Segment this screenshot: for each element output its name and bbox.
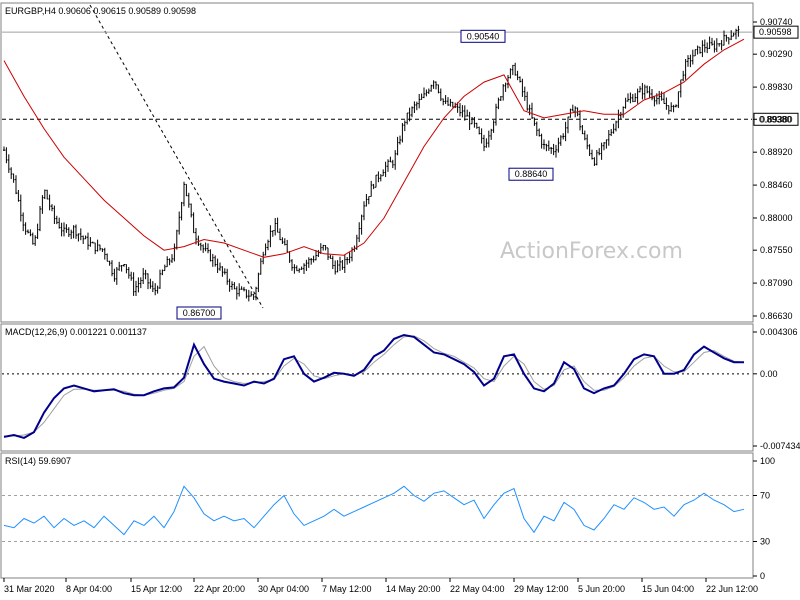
annotation-label: 0.88640 bbox=[515, 169, 548, 179]
hline-label: 0.89380 bbox=[759, 114, 792, 124]
annotation-label: 0.90540 bbox=[467, 31, 500, 41]
price-y-axis: 0.90740 0.90290 0.89830 0.89380 0.88920 0.884… bbox=[753, 17, 793, 321]
price-y-tick-label: 0.88920 bbox=[760, 147, 793, 157]
rsi-y-tick-label: 70 bbox=[760, 491, 770, 501]
rsi-label: RSI(14) 59.6907 bbox=[5, 456, 71, 466]
current-price-box bbox=[753, 25, 799, 39]
watermark: ActionForex.com bbox=[500, 239, 683, 264]
x-tick-label: 15 Apr 12:00 bbox=[131, 584, 182, 594]
x-tick-label: 22 May 04:00 bbox=[450, 584, 505, 594]
price-y-tick-label: 0.86630 bbox=[760, 311, 793, 321]
macd-signal-line bbox=[4, 335, 745, 437]
macd-y-axis: 0.004306 0.00 -0.007434 bbox=[753, 327, 800, 451]
rsi-level-lines bbox=[2, 495, 752, 542]
moving-average-line bbox=[3, 38, 745, 258]
price-y-tick-label: 0.87090 bbox=[760, 278, 793, 288]
price-y-tick-label: 0.89830 bbox=[760, 82, 793, 92]
price-y-tick-label: 0.88000 bbox=[760, 213, 793, 223]
annotation-box bbox=[176, 306, 222, 320]
price-y-tick-label: 0.87550 bbox=[760, 245, 793, 255]
annotation-label: 0.86700 bbox=[183, 308, 216, 318]
rsi-y-tick-label: 100 bbox=[760, 456, 775, 466]
x-tick-label: 29 May 12:00 bbox=[514, 584, 569, 594]
x-tick-label: 15 Jun 04:00 bbox=[642, 584, 694, 594]
price-y-tick-label: 0.88460 bbox=[760, 180, 793, 190]
x-tick-label: 22 Jun 12:00 bbox=[706, 584, 758, 594]
macd-main-line bbox=[3, 333, 744, 439]
x-tick-label: 22 Apr 20:00 bbox=[194, 584, 245, 594]
x-tick-label: 5 Jun 20:00 bbox=[578, 584, 625, 594]
price-bars bbox=[3, 25, 740, 302]
macd-label: MACD(12,26,9) 0.001221 0.001137 bbox=[5, 327, 147, 337]
macd-y-tick-label: 0.00 bbox=[760, 369, 778, 379]
current-price-label: 0.90598 bbox=[759, 27, 792, 37]
trend-line bbox=[89, 4, 264, 309]
price-header-label: EURGBP,H4 0.90606 0.90615 0.90589 0.9059… bbox=[5, 6, 196, 16]
x-axis: 31 Mar 2020 8 Apr 04:00 15 Apr 12:00 22 Apr… bbox=[3, 578, 758, 594]
rsi-y-axis: 100 70 30 0 bbox=[753, 456, 775, 581]
macd-y-tick-label: 0.004306 bbox=[760, 327, 798, 337]
annotation-box bbox=[460, 29, 506, 43]
macd-panel-frame bbox=[0, 323, 754, 452]
x-tick-label: 8 Apr 04:00 bbox=[66, 584, 112, 594]
x-tick-label: 7 May 12:00 bbox=[322, 584, 372, 594]
x-tick-label: 30 Apr 04:00 bbox=[258, 584, 309, 594]
x-tick-label: 14 May 20:00 bbox=[386, 584, 441, 594]
price-panel-frame bbox=[0, 2, 754, 323]
price-y-tick-label: 0.89380 bbox=[760, 114, 793, 124]
price-horizontal-lines: 0.89380 0.90598 bbox=[2, 25, 799, 126]
rsi-y-tick-label: 30 bbox=[760, 537, 770, 547]
price-y-tick-label: 0.90290 bbox=[760, 49, 793, 59]
macd-y-tick-label: -0.007434 bbox=[760, 441, 800, 451]
x-tick-label: 31 Mar 2020 bbox=[4, 584, 55, 594]
annotation-box bbox=[508, 167, 554, 181]
price-annotations: 0.90540 0.88640 0.86700 bbox=[176, 29, 554, 320]
rsi-panel-frame bbox=[0, 452, 754, 579]
rsi-line bbox=[3, 485, 745, 536]
price-y-tick-label: 0.90740 bbox=[760, 17, 793, 27]
rsi-y-tick-label: 0 bbox=[760, 571, 765, 581]
